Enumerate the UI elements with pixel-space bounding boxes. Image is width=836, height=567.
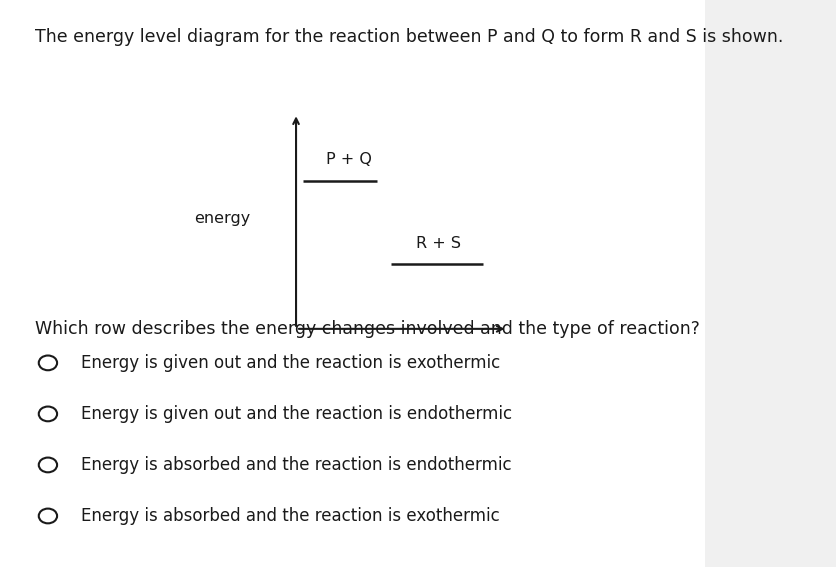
Text: The energy level diagram for the reaction between P and Q to form R and S is sho: The energy level diagram for the reactio… bbox=[35, 28, 782, 46]
Text: Energy is absorbed and the reaction is exothermic: Energy is absorbed and the reaction is e… bbox=[81, 507, 499, 525]
Text: Energy is given out and the reaction is exothermic: Energy is given out and the reaction is … bbox=[81, 354, 500, 372]
FancyBboxPatch shape bbox=[0, 0, 711, 567]
Text: Which row describes the energy changes involved and the type of reaction?: Which row describes the energy changes i… bbox=[35, 320, 699, 338]
Text: Energy is absorbed and the reaction is endothermic: Energy is absorbed and the reaction is e… bbox=[81, 456, 511, 474]
Text: P + Q: P + Q bbox=[326, 153, 372, 167]
Text: energy: energy bbox=[194, 211, 250, 226]
Text: R + S: R + S bbox=[415, 236, 461, 251]
Text: Energy is given out and the reaction is endothermic: Energy is given out and the reaction is … bbox=[81, 405, 512, 423]
